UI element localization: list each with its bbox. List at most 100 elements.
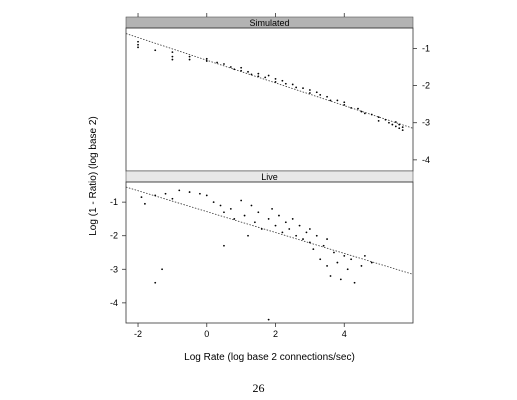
simulated-point [171, 51, 174, 54]
live-point [243, 214, 246, 217]
y-tick-label: -2 [422, 81, 430, 91]
simulated-point [363, 112, 366, 115]
live-point [305, 231, 308, 234]
live-point [288, 228, 291, 230]
simulated-point [216, 61, 218, 64]
simulated-point [391, 123, 394, 126]
live-point [178, 189, 181, 192]
y-tick-label: -1 [110, 197, 118, 207]
simulated-point [240, 66, 243, 69]
x-axis-label: Log Rate (log base 2 connections/sec) [184, 352, 355, 363]
simulated-point [319, 93, 322, 96]
simulated-point [240, 69, 243, 72]
live-point [308, 241, 311, 244]
live-point [212, 201, 215, 204]
x-tick-label: -2 [134, 329, 142, 339]
live-point [271, 207, 273, 210]
live-point [326, 238, 328, 240]
simulated-point [384, 118, 387, 121]
live-point [295, 234, 298, 237]
simulated-point [233, 68, 236, 71]
simulated-point [394, 125, 397, 128]
simulated-point [188, 58, 191, 61]
live-point [154, 194, 157, 197]
live-point [319, 258, 322, 261]
y-tick-label: -4 [422, 155, 430, 165]
simulated-point [302, 87, 304, 90]
simulated-point [205, 60, 208, 62]
simulated-point [274, 80, 277, 83]
simulated-point [350, 106, 353, 109]
live-point [315, 234, 318, 237]
simulated-point [171, 58, 174, 61]
simulated-point [274, 77, 277, 80]
live-point [154, 281, 157, 284]
simulated-point [154, 49, 157, 52]
panel-live-y-ticks: -1 -2 -3 -4 [110, 197, 126, 308]
simulated-point [250, 73, 253, 76]
live-point [140, 196, 143, 199]
live-point [353, 281, 356, 284]
y-tick-label: -3 [110, 264, 118, 274]
simulated-point [326, 95, 328, 98]
simulated-point [205, 57, 208, 60]
panel-live: Live -1 -2 -3 -4 [110, 170, 414, 324]
live-point [278, 214, 280, 217]
live-point [329, 275, 332, 277]
live-point [363, 254, 366, 257]
live-point [205, 194, 208, 197]
live-point [223, 211, 225, 214]
panel-live-points [140, 189, 373, 321]
live-point [312, 248, 315, 251]
live-point [274, 224, 277, 227]
y-axis-label: Log (1 - Ratio) (log base 2) [88, 116, 99, 236]
x-tick-label: 0 [204, 329, 209, 339]
simulated-point [336, 99, 339, 102]
panel-live-fit-line [125, 186, 414, 275]
live-point [260, 228, 263, 230]
live-point [322, 244, 325, 247]
simulated-point [137, 43, 139, 46]
simulated-point [329, 99, 332, 102]
live-point [298, 224, 301, 227]
live-point [302, 238, 304, 240]
simulated-point [223, 63, 225, 65]
live-point [161, 268, 163, 271]
simulated-point [401, 129, 404, 132]
simulated-point [357, 107, 359, 110]
simulated-point [229, 66, 232, 68]
live-point [188, 191, 191, 193]
simulated-point [257, 72, 260, 75]
simulated-point [377, 119, 380, 122]
panel-simulated: Simulated -1 -2 -3 -4 [125, 13, 430, 172]
simulated-point [308, 89, 311, 91]
live-point [267, 318, 270, 321]
simulated-point [315, 91, 318, 94]
simulated-point [401, 126, 404, 129]
simulated-point [377, 116, 380, 119]
simulated-point [137, 40, 139, 43]
live-point [219, 204, 222, 207]
simulated-point [388, 121, 390, 124]
panel-simulated-frame [125, 27, 414, 172]
simulated-point [188, 55, 191, 58]
live-point [281, 231, 284, 234]
simulated-point [360, 110, 363, 113]
y-tick-label: -1 [422, 43, 430, 53]
live-point [171, 197, 174, 200]
simulated-point [398, 123, 401, 126]
live-point [240, 199, 243, 202]
panel-simulated-title: Simulated [249, 18, 289, 28]
live-point [253, 221, 256, 224]
live-point [198, 192, 201, 195]
live-point [233, 218, 236, 220]
live-point [257, 211, 260, 214]
y-tick-label: -3 [422, 118, 430, 128]
live-point [164, 192, 167, 195]
live-point [308, 228, 311, 230]
x-tick-label: 4 [342, 329, 347, 339]
simulated-point [284, 82, 287, 85]
live-point [267, 218, 270, 220]
live-point [284, 221, 287, 224]
simulated-point [394, 121, 397, 123]
